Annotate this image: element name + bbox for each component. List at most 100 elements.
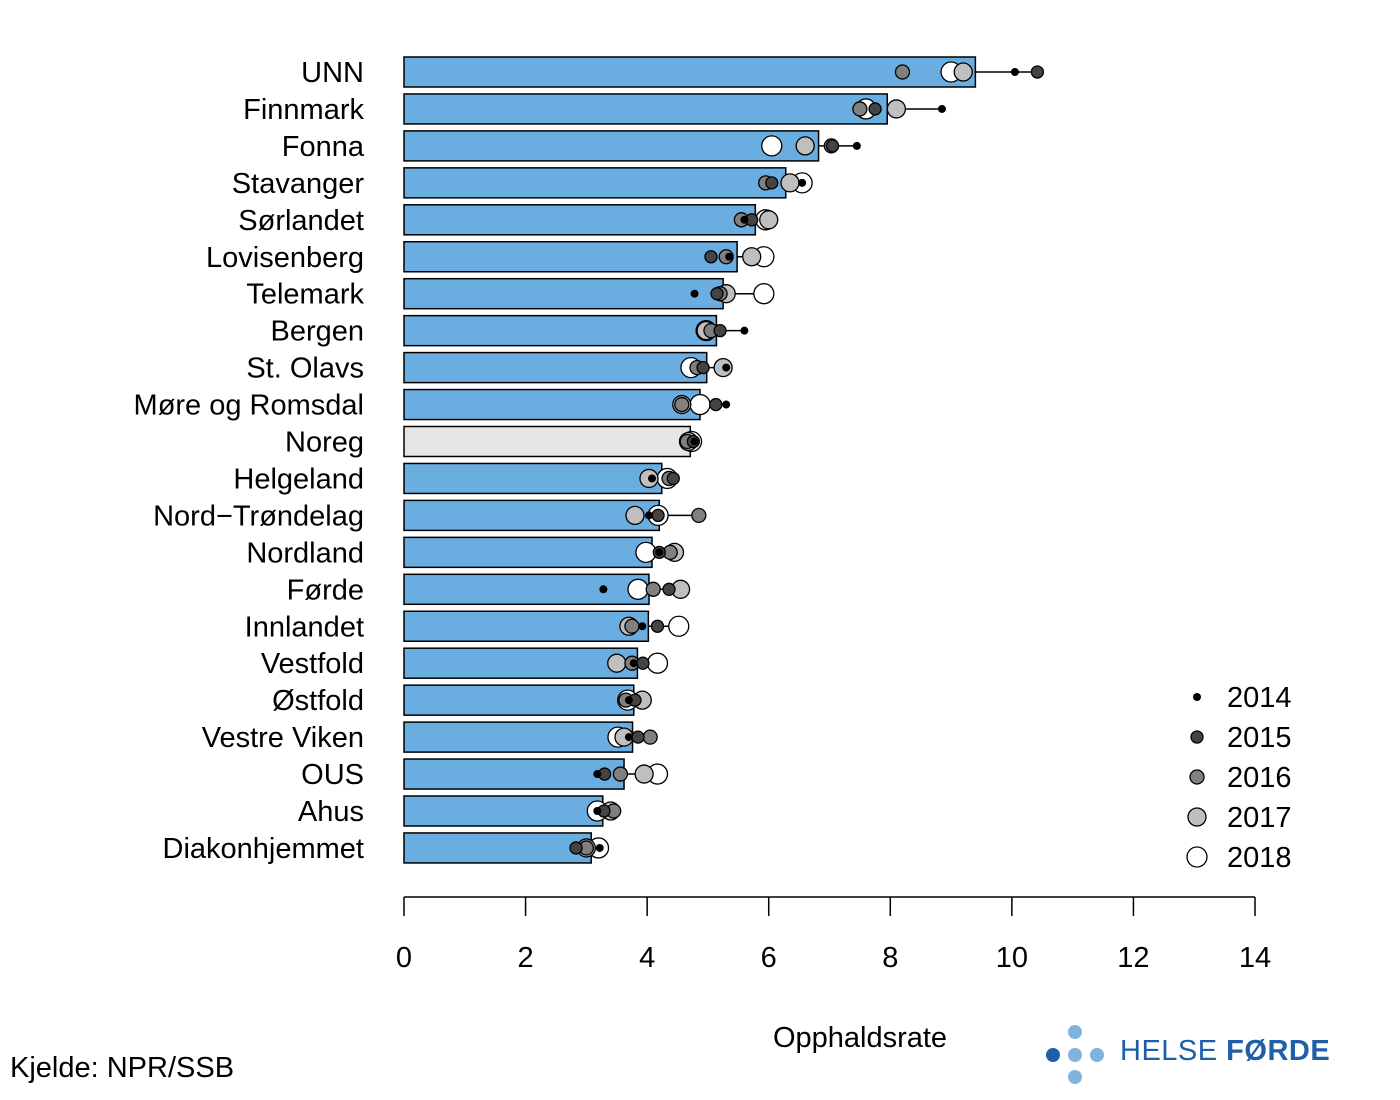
point-2014-15 [638,622,647,631]
bar-3 [403,167,787,199]
logo-text-bold: FØRDE [1226,1035,1331,1067]
point-2015-8 [696,360,710,375]
point-layer [569,61,1045,859]
bar-7 [403,314,718,347]
point-2014-0 [1010,68,1019,76]
point-2014-16 [629,659,638,668]
category-label-4: Sørlandet [238,205,364,237]
legend-label-2017: 2017 [1227,802,1292,834]
point-2017-5 [742,247,762,267]
point-2017-1 [886,99,907,119]
bar-11 [403,462,663,495]
bar-14 [403,573,650,606]
category-label-8: St. Olavs [246,353,364,385]
bar-layer [403,56,977,864]
point-2015-11 [666,471,680,486]
point-2016-15 [624,618,640,634]
category-label-17: Østfold [272,685,364,717]
point-2015-21 [569,841,583,855]
bar-4 [403,204,757,236]
logo-text: HELSE FØRDE [1120,1035,1330,1068]
category-label-14: Førde [287,574,364,606]
point-2014-13 [655,548,664,557]
source-note: Kjelde: NPR/SSB [10,1052,235,1084]
bar-6 [403,277,724,310]
point-2014-6 [690,289,699,298]
bar-0 [403,56,977,88]
point-2018-2 [761,135,783,157]
x-tick-label-5: 10 [996,942,1028,974]
point-2014-12 [644,511,653,520]
bar-5 [403,241,738,273]
point-2016-9 [674,396,690,413]
category-label-7: Bergen [270,316,364,348]
legend: 2014 2015 2016 2017 2018 [1186,682,1292,874]
legend-label-2015: 2015 [1227,722,1292,754]
x-tick-label-1: 2 [518,942,534,974]
point-2015-18 [631,730,645,744]
point-2014-20 [593,807,602,815]
point-2016-14 [645,581,661,597]
category-label-12: Nord−Trøndelag [153,500,364,532]
category-label-2: Fonna [282,131,365,163]
point-2018-14 [627,578,649,600]
logo-dots-icon [1046,1025,1104,1084]
bar-16 [403,647,639,679]
point-2015-6 [710,287,724,301]
helse-forde-logo: HELSE FØRDE [1044,1023,1344,1087]
point-2017-0 [953,62,973,82]
point-2014-7 [740,326,749,335]
legend-marker-2018 [1186,846,1208,868]
bar-9 [403,388,701,421]
point-2014-1 [937,104,946,113]
point-2014-9 [722,400,731,409]
x-tick-label-6: 12 [1117,942,1149,974]
logo-text-regular: HELSE [1120,1035,1227,1067]
point-2015-5 [704,250,718,264]
point-2018-15 [668,615,690,637]
point-2018-9 [689,393,711,416]
legend-label-2018: 2018 [1227,842,1292,874]
point-2015-14 [662,582,676,596]
point-2014-2 [852,141,861,150]
category-label-1: Finnmark [243,94,364,126]
category-label-18: Vestre Viken [202,722,364,754]
point-2016-18 [642,729,658,745]
point-2014-4 [740,215,749,224]
point-2014-5 [725,252,734,261]
point-2015-1 [868,102,882,116]
point-2017-4 [759,210,779,230]
category-label-5: Lovisenberg [206,242,364,274]
point-2014-10 [690,437,699,446]
category-label-0: UNN [301,57,364,89]
bar-8 [403,351,708,384]
bar-21 [403,832,592,864]
category-label-15: Innlandet [245,611,364,643]
bar-2 [403,130,820,162]
x-tick-label-0: 0 [396,942,412,974]
point-2015-7 [713,323,727,338]
bar-17 [403,684,635,716]
point-2015-12 [651,508,665,523]
legend-marker-2014 [1193,693,1201,701]
bar-15 [403,610,650,642]
legend-label-2016: 2016 [1227,762,1292,794]
point-2018-16 [646,652,669,674]
point-2017-12 [625,505,645,526]
category-label-21: Diakonhjemmet [163,833,364,865]
point-2017-2 [795,136,815,156]
x-axis: 0 2 4 6 8 10 12 14 [396,896,1271,974]
x-tick-label-7: 14 [1239,942,1271,974]
category-label-6: Telemark [246,279,364,311]
point-2016-19 [612,766,629,782]
point-2016-0 [894,64,911,80]
legend-marker-2016 [1189,769,1205,785]
category-label-10: Noreg [285,427,364,459]
x-axis-title: Opphaldsrate [773,1022,947,1054]
point-2014-14 [599,585,608,594]
x-tick-label-4: 8 [882,942,898,974]
bar-18 [403,721,634,753]
bar-1 [403,93,888,125]
point-2015-3 [765,176,779,190]
